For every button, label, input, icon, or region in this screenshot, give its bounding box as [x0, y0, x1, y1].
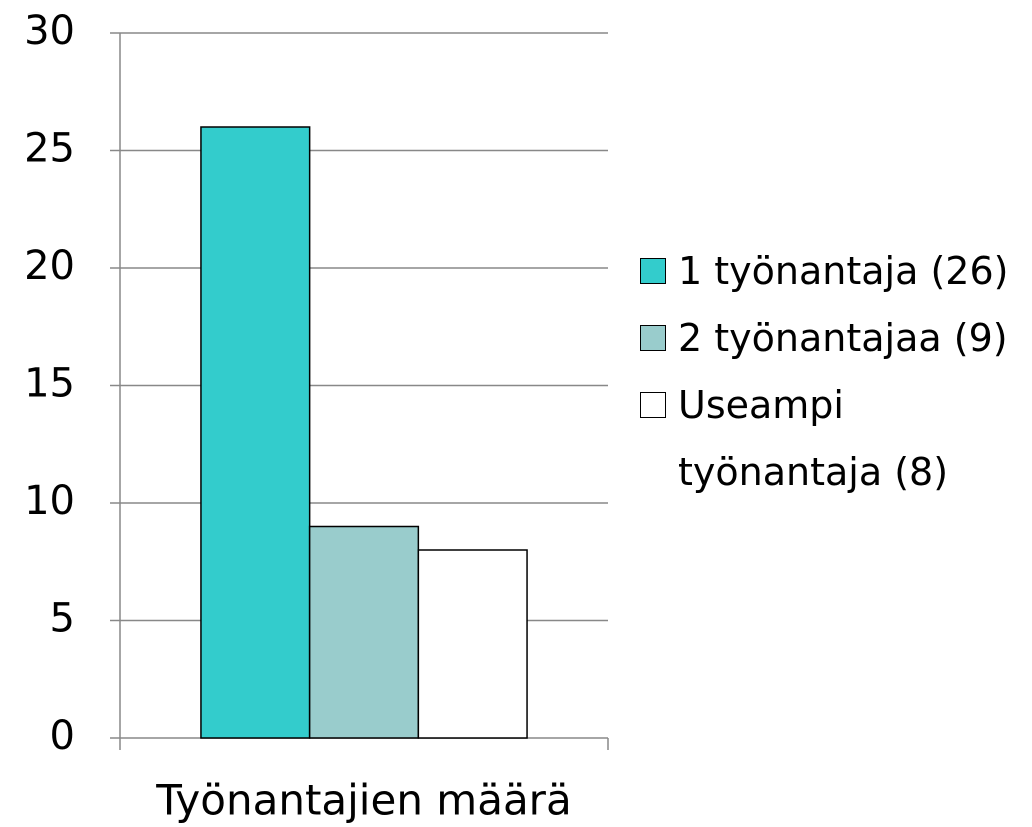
bar	[308, 525, 420, 739]
legend-entry: 1 työnantaja (26)	[640, 238, 1030, 305]
y-tick-label: 0	[50, 713, 75, 759]
legend-swatch	[640, 392, 666, 418]
x-tick-label: Työnantajien määrä	[155, 776, 571, 825]
y-tick-label: 15	[24, 361, 75, 407]
legend-entry: Useampi työnantaja (8)	[640, 372, 1030, 506]
y-tick-label: 10	[24, 478, 75, 524]
legend: 1 työnantaja (26) 2 työnantajaa (9) Useamp…	[640, 238, 1030, 506]
legend-swatch	[640, 325, 666, 351]
y-tick-label: 5	[50, 596, 75, 642]
y-tick-label: 30	[24, 8, 75, 54]
bar	[417, 549, 528, 739]
y-tick-label: 25	[24, 126, 75, 172]
y-tick-label: 20	[24, 243, 75, 289]
legend-swatch	[640, 258, 666, 284]
legend-label: 2 työnantajaa (9)	[678, 316, 1008, 360]
bar	[200, 126, 311, 739]
legend-label: Useampi työnantaja (8)	[678, 383, 949, 494]
legend-label: 1 työnantaja (26)	[678, 249, 1009, 293]
legend-entry: 2 työnantajaa (9)	[640, 305, 1030, 372]
